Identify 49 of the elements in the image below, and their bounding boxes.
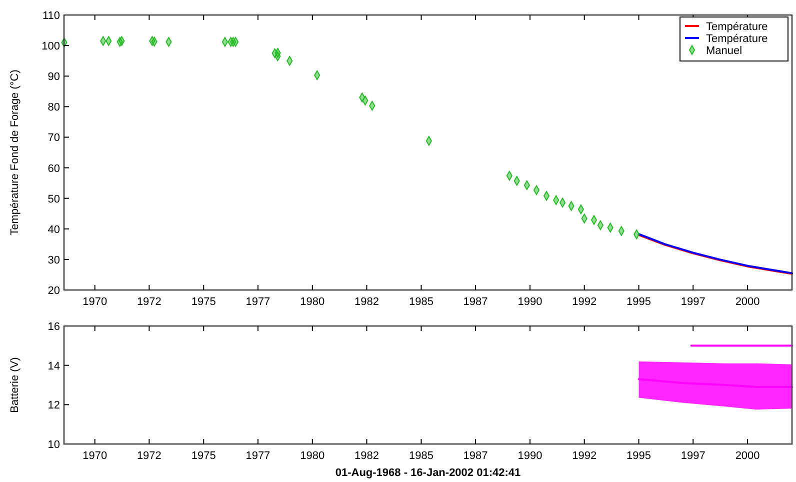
y-tick-label: 12 bbox=[48, 400, 60, 412]
y-tick-label: 16 bbox=[48, 321, 60, 333]
x-axis-title: 01-Aug-1968 - 16-Jan-2002 01:42:41 bbox=[335, 467, 521, 479]
x-tick-label: 1987 bbox=[463, 450, 488, 462]
point bbox=[590, 215, 598, 225]
x-tick-label: 1970 bbox=[82, 450, 108, 462]
x-tick-label: 1980 bbox=[300, 450, 325, 462]
x-tick-label: 1972 bbox=[136, 296, 162, 308]
x-tick-label: 1970 bbox=[82, 296, 108, 308]
legend-label: Température bbox=[706, 21, 768, 33]
legend-label: Manuel bbox=[706, 45, 742, 57]
x-tick-label: 1997 bbox=[680, 450, 706, 462]
y-tick-label: 80 bbox=[48, 102, 60, 114]
y-tick-label: 110 bbox=[42, 10, 60, 22]
y-tick-label: 30 bbox=[48, 254, 60, 266]
x-tick-label: 1992 bbox=[572, 450, 597, 462]
x-tick-label: 1985 bbox=[408, 450, 434, 462]
y-tick-label: 14 bbox=[48, 360, 60, 372]
x-tick-label: 1997 bbox=[680, 296, 706, 308]
x-tick-label: 1985 bbox=[408, 296, 434, 308]
x-tick-label: 1975 bbox=[191, 450, 216, 462]
x-tick-label: 1975 bbox=[191, 296, 216, 308]
y-tick-label: 20 bbox=[48, 285, 60, 297]
x-tick-label: 1987 bbox=[463, 296, 488, 308]
x-tick-label: 1982 bbox=[354, 296, 379, 308]
x-tick-label: 1980 bbox=[300, 296, 325, 308]
x-tick-label: 1995 bbox=[626, 450, 652, 462]
y-tick-label: 50 bbox=[48, 193, 60, 206]
x-tick-label: 1990 bbox=[518, 296, 542, 308]
y-tick-label: 10 bbox=[48, 439, 60, 451]
x-tick-label: 1995 bbox=[626, 296, 652, 308]
x-tick-label: 1992 bbox=[572, 296, 597, 308]
y-tick-label: 90 bbox=[48, 71, 60, 84]
y-tick-label: 60 bbox=[48, 162, 60, 175]
x-tick-label: 2000 bbox=[735, 450, 760, 462]
point bbox=[533, 185, 540, 195]
point bbox=[543, 191, 550, 201]
y-tick-label: 40 bbox=[48, 224, 60, 236]
x-tick-label: 1982 bbox=[354, 450, 379, 462]
x-tick-label: 1990 bbox=[518, 450, 542, 462]
x-tick-label: 1972 bbox=[136, 450, 162, 462]
y-tick-label: 70 bbox=[48, 132, 60, 144]
y-axis-title: Batterie (V) bbox=[9, 357, 21, 413]
y-axis-title: Température Fond de Forage (°C) bbox=[9, 70, 21, 236]
x-tick-label: 1977 bbox=[246, 296, 270, 308]
x-tick-label: 2000 bbox=[735, 296, 760, 308]
x-tick-label: 1977 bbox=[246, 450, 270, 462]
y-tick-label: 100 bbox=[42, 40, 60, 53]
legend-label: Température bbox=[706, 33, 768, 45]
